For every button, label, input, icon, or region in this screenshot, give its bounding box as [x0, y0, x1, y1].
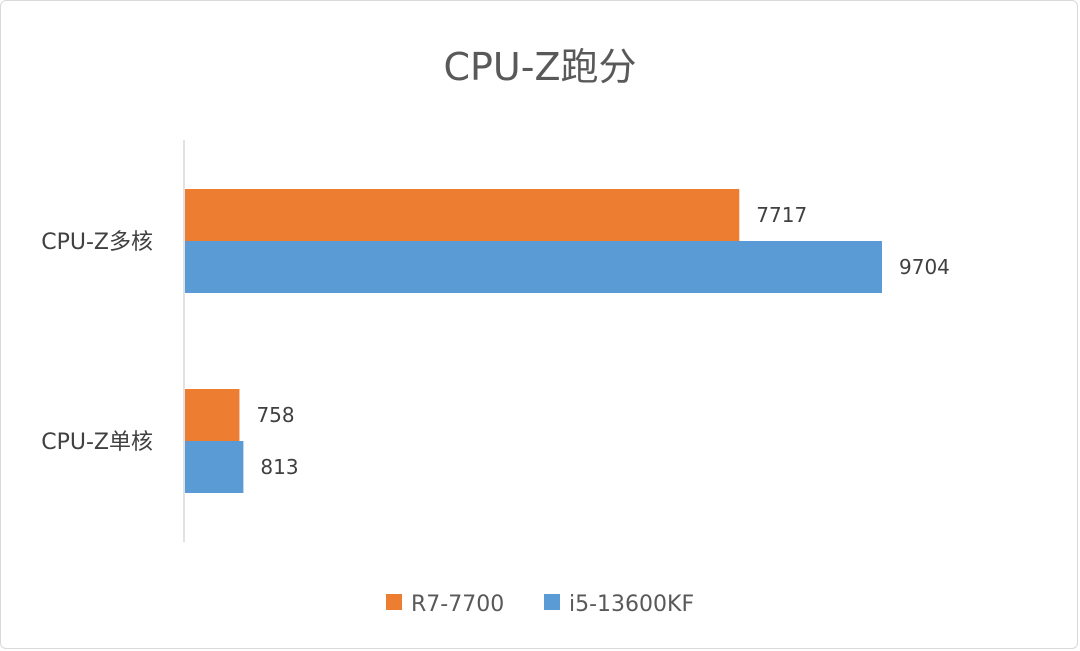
plot-area: CPU-Z多核 7717 9704 CPU-Z单核 758 813: [41, 189, 950, 493]
bar: [185, 389, 240, 441]
data-label: 813: [260, 455, 298, 479]
category-label: CPU-Z多核: [41, 230, 153, 255]
category-label: CPU-Z单核: [41, 430, 153, 455]
legend-swatch: [544, 594, 560, 610]
bar: [185, 189, 740, 241]
legend-label: i5-13600KF: [569, 592, 694, 617]
data-label: 9704: [899, 255, 950, 279]
data-label: 758: [256, 403, 294, 427]
bar: [185, 441, 244, 493]
legend: R7-7700 i5-13600KF: [386, 592, 694, 617]
chart-title: CPU-Z跑分: [443, 45, 636, 89]
legend-swatch: [386, 594, 402, 610]
data-label: 7717: [756, 203, 807, 227]
bar: [185, 241, 882, 293]
legend-label: R7-7700: [411, 592, 504, 617]
